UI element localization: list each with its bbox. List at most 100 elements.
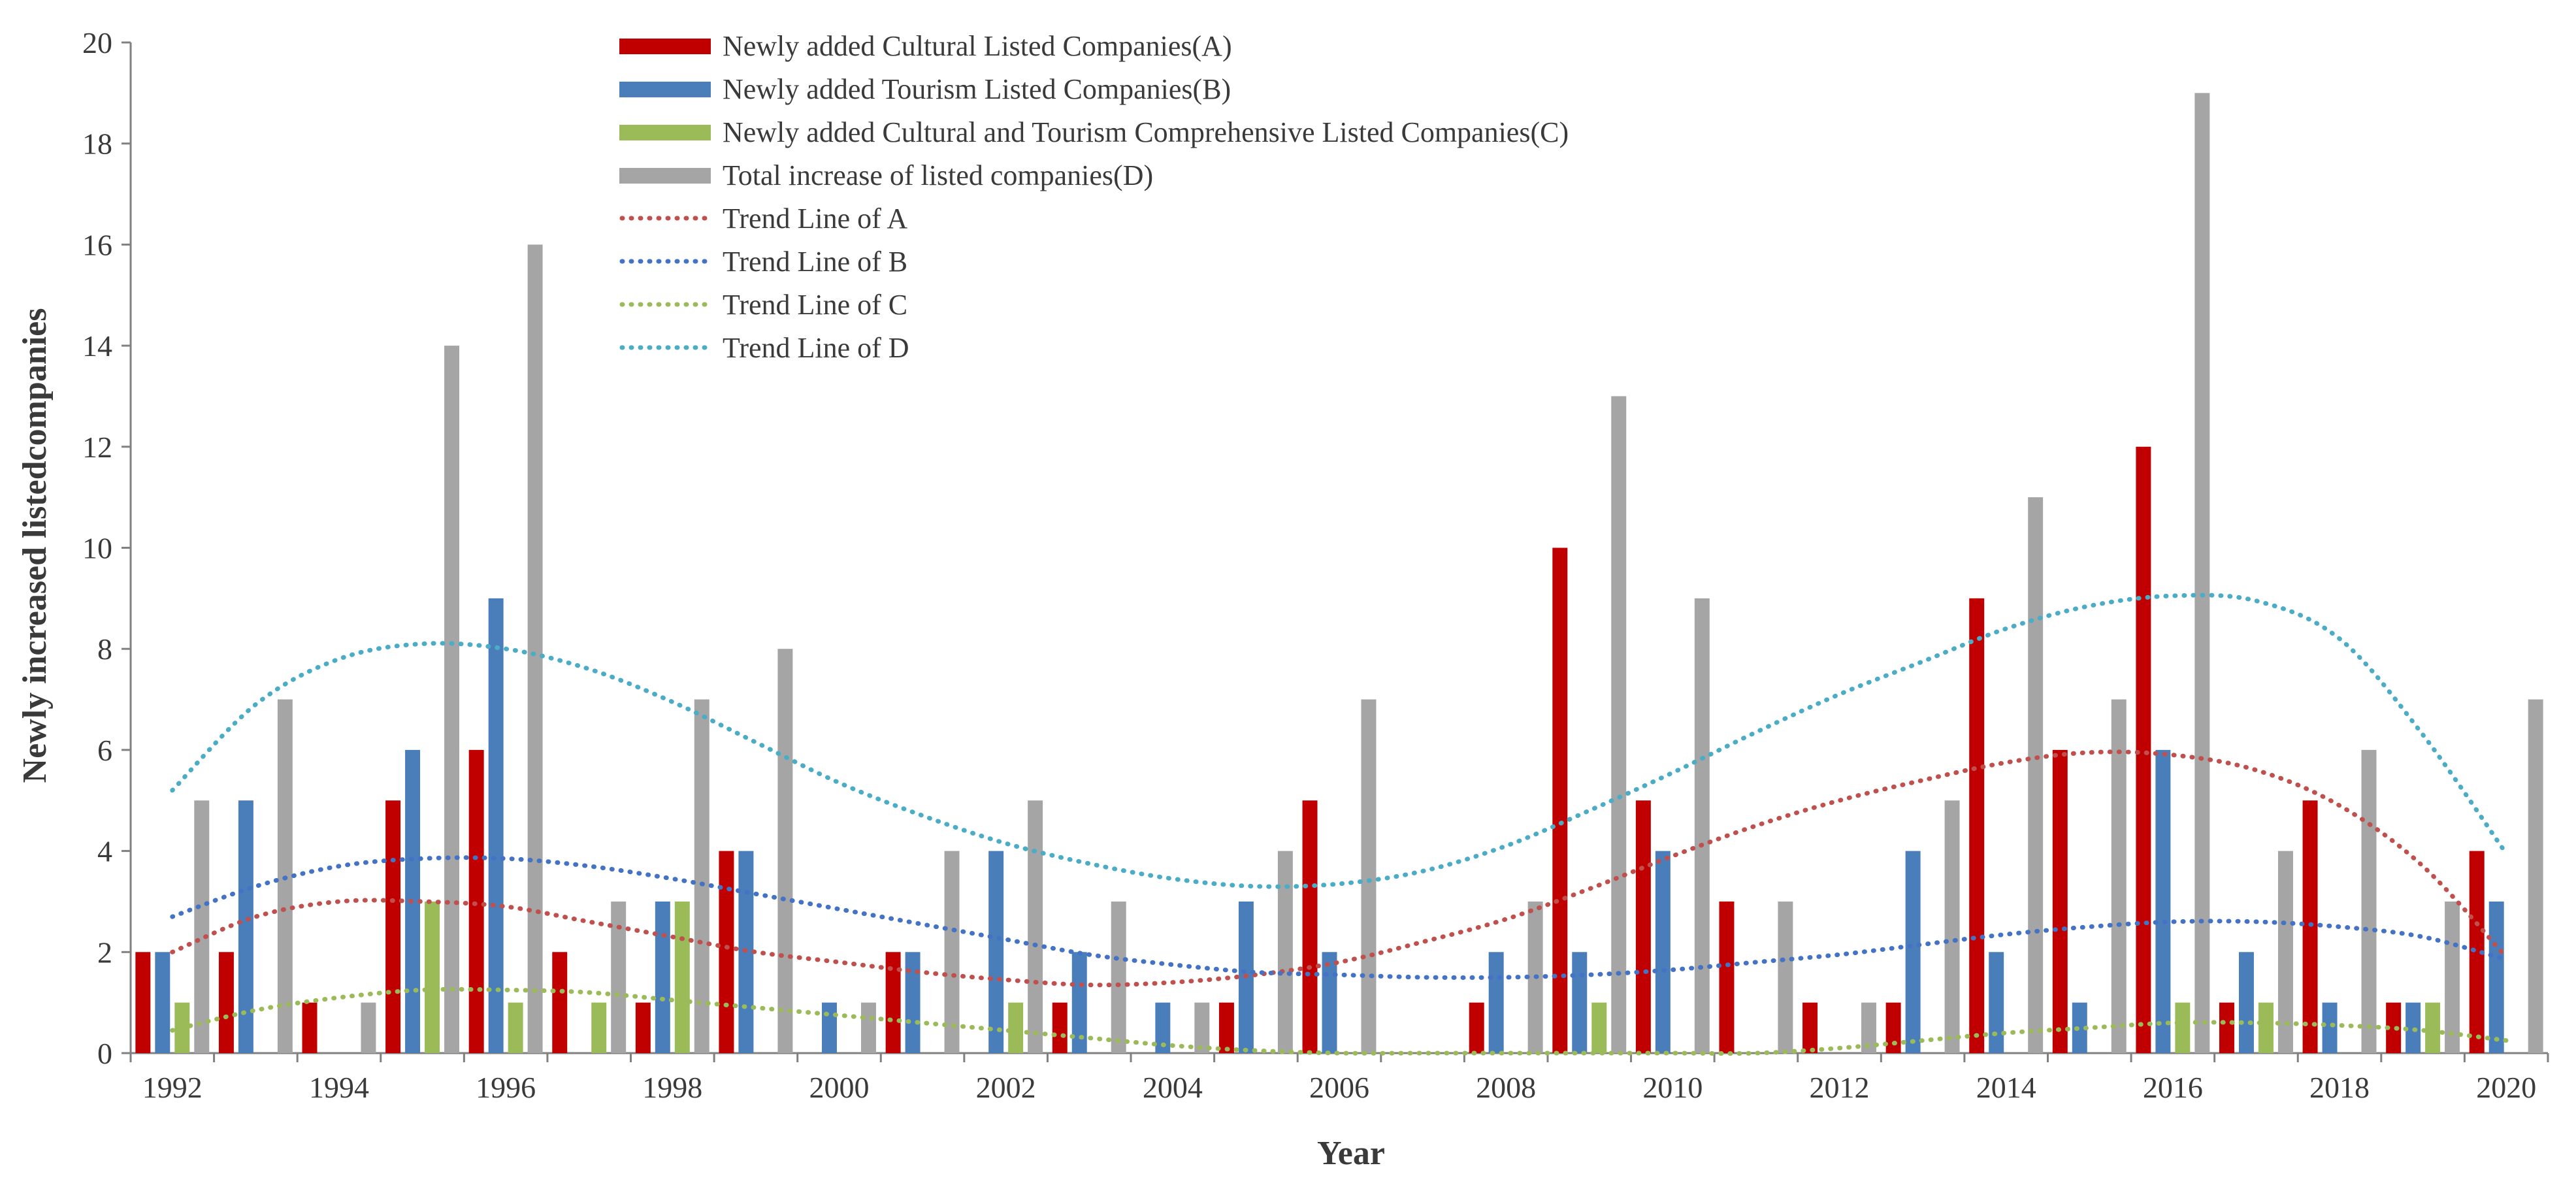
bar-a-2013: [1885, 1002, 1901, 1053]
bar-a-1998: [635, 1002, 651, 1053]
bar-a-2010: [1635, 800, 1651, 1053]
y-tick-label: 20: [82, 26, 112, 59]
bar-d-2002: [1028, 800, 1043, 1053]
legend-label-a: Newly added Cultural Listed Companies(A): [723, 30, 1232, 62]
bar-c-2019: [2425, 1002, 2441, 1053]
trend-line-d: [170, 593, 2509, 889]
bar-b-2006: [1322, 952, 1337, 1053]
bar-d-1997: [611, 901, 627, 1053]
bar-a-2014: [1969, 598, 1985, 1053]
bar-d-2001: [944, 851, 960, 1053]
legend-trend-label-a: Trend Line of A: [723, 203, 907, 235]
bar-d-2014: [2028, 497, 2044, 1053]
bar-b-1992: [155, 952, 171, 1053]
bar-b-2008: [1488, 952, 1504, 1053]
bar-a-1999: [719, 851, 734, 1053]
bar-b-2016: [2155, 749, 2171, 1053]
bar-b-2003: [1071, 952, 1087, 1053]
legend-label-d: Total increase of listed companies(D): [723, 159, 1153, 191]
bar-b-2020: [2488, 901, 2504, 1053]
legend-trend-label-c: Trend Line of C: [723, 289, 907, 321]
bar-d-2003: [1111, 901, 1126, 1053]
bar-d-2013: [1944, 800, 1960, 1053]
bar-d-2005: [1277, 851, 1293, 1053]
bar-d-2000: [860, 1002, 876, 1053]
bar-b-2019: [2405, 1002, 2421, 1053]
x-tick-label: 2002: [976, 1071, 1036, 1104]
legend-swatch-b: [619, 82, 711, 97]
bar-d-2020: [2528, 699, 2543, 1053]
y-tick-label: 10: [82, 532, 112, 565]
x-tick-label: 2008: [1476, 1071, 1536, 1104]
bar-a-1994: [302, 1002, 318, 1053]
trend-line-c: [170, 986, 2509, 1056]
bar-a-2017: [2219, 1002, 2234, 1053]
bar-b-2000: [822, 1002, 837, 1053]
bar-b-1993: [238, 800, 253, 1053]
bar-d-2019: [2445, 901, 2460, 1053]
x-tick-label: 1992: [142, 1071, 203, 1104]
bar-d-2012: [1861, 1002, 1876, 1053]
bar-c-2009: [1591, 1002, 1607, 1053]
bar-a-2015: [2052, 749, 2068, 1053]
bar-a-2001: [885, 952, 901, 1053]
bar-a-1992: [135, 952, 151, 1053]
bar-d-1999: [777, 649, 793, 1053]
bar-a-2006: [1302, 800, 1318, 1053]
bar-c-1998: [674, 901, 690, 1053]
x-tick-label: 2010: [1642, 1071, 1703, 1104]
bar-c-2002: [1008, 1002, 1024, 1053]
bar-a-2012: [1802, 1002, 1818, 1053]
x-tick-label: 2004: [1143, 1071, 1203, 1104]
x-axis-title: Year: [1317, 1135, 1385, 1172]
bar-a-2018: [2302, 800, 2318, 1053]
bar-d-2015: [2111, 699, 2127, 1053]
bar-b-1996: [488, 598, 504, 1053]
y-axis-title: Newly increased listedcompanies: [16, 308, 54, 783]
bar-a-2003: [1052, 1002, 1068, 1053]
y-tick-label: 4: [97, 835, 112, 868]
y-tick-label: 12: [82, 431, 112, 464]
bar-c-1997: [591, 1002, 607, 1053]
y-tick-label: 14: [82, 329, 112, 363]
bar-a-1993: [218, 952, 234, 1053]
bar-d-1995: [444, 346, 460, 1053]
bar-d-2006: [1361, 699, 1377, 1053]
bar-d-1998: [694, 699, 709, 1053]
bar-a-2020: [2469, 851, 2485, 1053]
bar-a-2011: [1719, 901, 1735, 1053]
bar-a-2019: [2386, 1002, 2402, 1053]
legend-trend-label-d: Trend Line of D: [723, 332, 909, 364]
x-tick-label: 1994: [309, 1071, 369, 1104]
bar-b-2018: [2322, 1002, 2338, 1053]
x-tick-label: 2012: [1810, 1071, 1870, 1104]
bar-a-1996: [468, 749, 484, 1053]
axes: 0 2 4 6 8 10 12 14 16 18 20 1992 1994 1996 1998 2000 200…: [82, 26, 2549, 1104]
y-tick-label: 0: [97, 1037, 112, 1070]
bar-b-1998: [655, 901, 670, 1053]
y-tick-label: 18: [82, 127, 112, 161]
bar-d-2017: [2277, 851, 2293, 1053]
bar-a-1997: [552, 952, 568, 1053]
bar-d-1994: [361, 1002, 376, 1053]
legend-swatch-c: [619, 125, 711, 140]
bar-d-2009: [1611, 396, 1627, 1053]
bar-d-2010: [1694, 598, 1710, 1053]
x-tick-label: 2016: [2143, 1071, 2203, 1104]
bar-c-2016: [2175, 1002, 2191, 1053]
bar-c-1995: [425, 901, 440, 1053]
bar-b-2002: [988, 851, 1004, 1053]
bar-b-2014: [1989, 952, 2004, 1053]
bar-b-2013: [1905, 851, 1921, 1053]
bar-b-2010: [1655, 851, 1671, 1053]
y-tick-label: 8: [97, 632, 112, 666]
bar-c-2017: [2258, 1002, 2274, 1053]
legend: Newly added Cultural Listed Companies(A)…: [619, 30, 1569, 364]
x-tick-label: 1996: [476, 1071, 536, 1104]
bar-d-2018: [2361, 749, 2377, 1053]
bar-d-2004: [1194, 1002, 1210, 1053]
trend-lines: [170, 593, 2509, 1056]
y-tick-label: 2: [97, 936, 112, 969]
legend-swatch-a: [619, 39, 711, 54]
